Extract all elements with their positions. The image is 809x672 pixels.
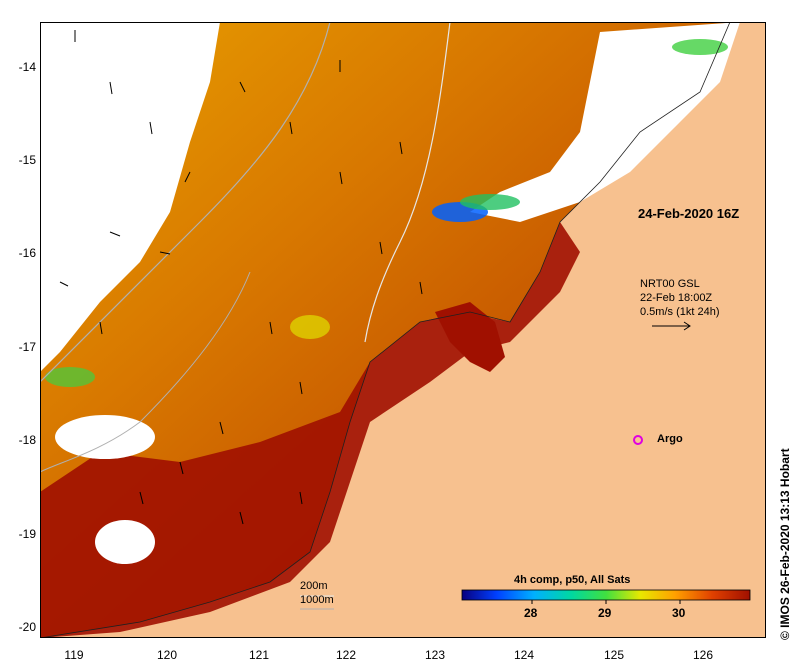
current-scale-label: 0.5m/s (1kt 24h)	[640, 306, 720, 318]
cool-patch-green	[460, 194, 520, 210]
x-tick-label: 119	[64, 648, 84, 662]
y-tick-label: -14	[18, 60, 36, 74]
y-tick-label: -16	[18, 246, 36, 260]
colorbar-tick-label: 30	[672, 606, 686, 620]
y-tick-label: -17	[18, 340, 36, 354]
date-label: 24-Feb-2020 16Z	[638, 206, 740, 221]
colorbar	[461, 589, 751, 601]
depth-legend-200m: 200m	[300, 580, 328, 592]
cool-patch-green-north	[672, 39, 728, 55]
current-scale-arrowhead	[683, 321, 691, 331]
cloud-mask-west	[40, 22, 220, 372]
x-tick-label: 124	[513, 648, 535, 662]
map-border	[40, 22, 766, 638]
colorbar-tick-label: 29	[598, 606, 612, 620]
x-tick-label: 125	[603, 648, 625, 662]
gulf-warm-water	[435, 302, 505, 372]
x-tick-label: 122	[335, 648, 357, 662]
y-tick-label: -15	[18, 153, 36, 167]
current-source-label: NRT00 GSL	[640, 278, 700, 290]
x-tick-label: 123	[424, 648, 446, 662]
bathymetry-contour-shelf	[39, 271, 251, 473]
y-tick-label: -18	[18, 433, 36, 447]
argo-label: Argo	[657, 433, 683, 445]
depth-legend-1000m: 1000m	[300, 594, 334, 606]
cloud-mask-northeast	[470, 22, 740, 222]
colorbar-tick-label: 28	[524, 606, 538, 620]
sst-map	[39, 21, 766, 639]
argo-marker	[633, 435, 643, 445]
x-tick-label: 126	[692, 648, 714, 662]
cloud-mask-southwest	[95, 520, 155, 564]
coastline	[39, 21, 731, 639]
y-tick-label: -20	[18, 620, 36, 634]
cool-patch-west	[45, 367, 95, 387]
x-tick-label: 120	[156, 648, 178, 662]
cool-patch-yellow	[290, 315, 330, 339]
y-tick-label: -19	[18, 527, 36, 541]
colorbar-title: 4h comp, p50, All Sats	[514, 574, 631, 586]
bathymetry-contour-200m	[364, 21, 451, 343]
current-time-label: 22-Feb 18:00Z	[640, 292, 713, 304]
imos-credit: © IMOS 26-Feb-2020 13:13 Hobart	[778, 448, 792, 640]
x-tick-label: 121	[248, 648, 270, 662]
cloud-mask-west-small	[55, 415, 155, 459]
bathymetry-contour-1000m	[39, 21, 331, 383]
current-vectors	[59, 30, 423, 525]
